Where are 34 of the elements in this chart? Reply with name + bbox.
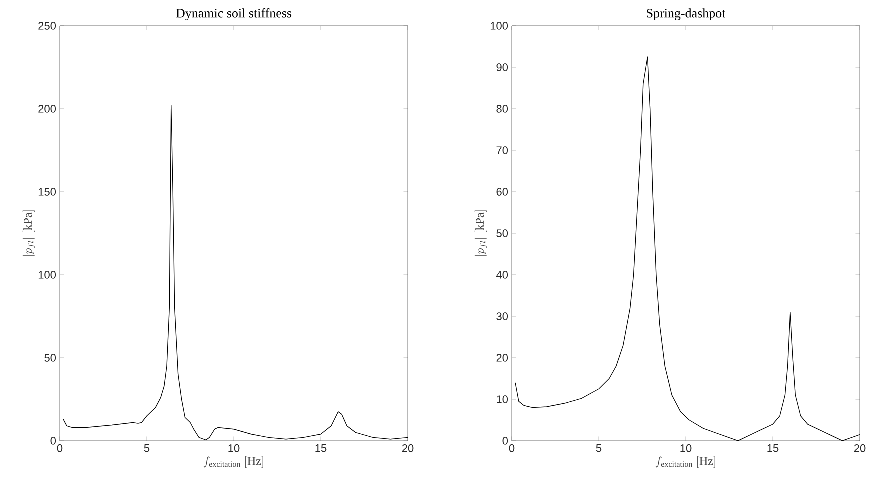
y-tick-label: 100 (38, 271, 56, 279)
y-tick-label: 30 (496, 312, 508, 320)
y-tick-label: 150 (38, 188, 56, 196)
x-tick-label: 5 (596, 444, 602, 452)
y-tick-label: 250 (38, 22, 56, 30)
y-tick-label: 100 (490, 22, 508, 30)
x-tick-label: 20 (854, 444, 866, 452)
x-axis-title: $f_{\mathrm{excitation}}\ [\mathrm{Hz}]$ (204, 456, 264, 468)
x-tick-label: 15 (768, 444, 779, 452)
y-axis-title: $|p_{fl}|\ [\mathrm{kPa}]$ (474, 210, 488, 256)
x-tick-label: 0 (57, 444, 63, 452)
y-tick-label: 10 (497, 396, 508, 404)
x-tick-label: 0 (509, 444, 515, 452)
y-tick-label: 20 (496, 354, 508, 362)
x-axis-title: $f_{\mathrm{excitation}}\ [\mathrm{Hz}]$ (656, 456, 716, 468)
y-tick-label: 50 (496, 230, 508, 238)
x-tick-label: 10 (680, 444, 692, 452)
y-tick-label: 0 (502, 437, 508, 445)
x-tick-label: 15 (316, 444, 327, 452)
y-tick-label: 50 (44, 354, 56, 362)
y-axis-title: $|p_{fl}|\ [\mathrm{kPa}]$ (22, 210, 36, 256)
y-tick-label: 0 (50, 437, 56, 445)
y-tick-label: 40 (496, 271, 508, 279)
x-tick-label: 10 (228, 444, 240, 452)
x-tick-label: 5 (144, 444, 150, 452)
y-tick-label: 80 (496, 105, 508, 113)
chart-title: Spring-dashpot (647, 8, 726, 20)
y-tick-label: 70 (496, 146, 508, 154)
x-tick-label: 20 (402, 444, 414, 452)
y-tick-label: 200 (38, 105, 56, 113)
chart-title: Dynamic soil stiffness (176, 8, 292, 20)
y-tick-label: 60 (496, 188, 508, 196)
line-series (63, 105, 408, 441)
y-tick-label: 90 (496, 64, 508, 72)
